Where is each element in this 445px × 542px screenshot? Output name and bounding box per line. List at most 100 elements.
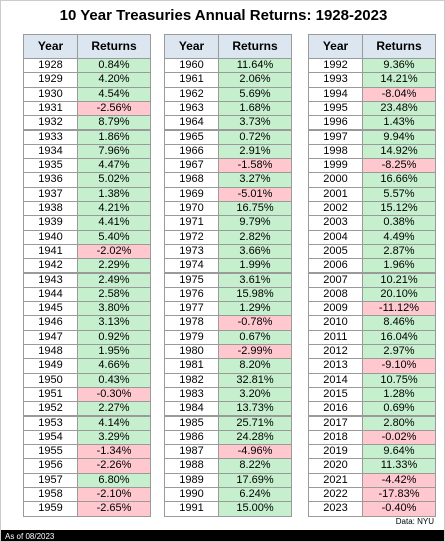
year-cell: 1963 xyxy=(164,100,219,117)
year-cell: 1945 xyxy=(23,301,78,317)
return-cell: 1.99% xyxy=(218,258,292,274)
year-cell: 1966 xyxy=(164,143,219,160)
year-cell: 1929 xyxy=(23,72,78,88)
year-cell: 1947 xyxy=(23,329,78,345)
return-cell: 1.68% xyxy=(218,100,292,117)
return-cell: 3.80% xyxy=(77,301,151,317)
column-header: Year xyxy=(308,34,363,59)
return-cell: -0.02% xyxy=(362,429,436,446)
year-cell: 1928 xyxy=(23,58,78,74)
year-cell: 2009 xyxy=(308,301,363,317)
year-cell: 2018 xyxy=(308,429,363,446)
return-cell: 16.04% xyxy=(362,329,436,345)
return-cell: 2.82% xyxy=(218,229,292,245)
return-cell: 9.64% xyxy=(362,444,436,460)
year-cell: 1958 xyxy=(23,487,78,503)
return-cell: 3.29% xyxy=(77,429,151,446)
year-cell: 2005 xyxy=(308,243,363,260)
return-cell: 4.21% xyxy=(77,201,151,217)
return-cell: 1.86% xyxy=(77,129,151,145)
return-cell: 3.61% xyxy=(218,272,292,288)
return-cell: 0.67% xyxy=(218,329,292,345)
return-cell: 4.41% xyxy=(77,215,151,231)
year-cell: 1942 xyxy=(23,258,78,274)
return-cell: 1.28% xyxy=(362,386,436,403)
title: 10 Year Treasuries Annual Returns: 1928-… xyxy=(59,7,388,24)
year-cell: 1988 xyxy=(164,458,219,474)
year-cell: 1964 xyxy=(164,115,219,131)
year-cell: 1930 xyxy=(23,86,78,102)
column-header: Returns xyxy=(77,34,151,59)
year-cell: 1977 xyxy=(164,301,219,317)
return-cell: -2.65% xyxy=(77,501,151,517)
return-cell: 0.92% xyxy=(77,329,151,345)
return-cell: 23.48% xyxy=(362,100,436,117)
return-cell: 8.20% xyxy=(218,358,292,374)
year-cell: 1946 xyxy=(23,315,78,331)
return-cell: -5.01% xyxy=(218,186,292,202)
year-cell: 1935 xyxy=(23,158,78,174)
year-cell: 1989 xyxy=(164,472,219,488)
return-cell: -1.58% xyxy=(218,158,292,174)
year-cell: 1970 xyxy=(164,201,219,217)
return-cell: 16.66% xyxy=(362,172,436,188)
year-cell: 1978 xyxy=(164,315,219,331)
year-cell: 1934 xyxy=(23,143,78,160)
year-cell: 1955 xyxy=(23,444,78,460)
return-cell: -0.30% xyxy=(77,386,151,403)
return-cell: 1.29% xyxy=(218,301,292,317)
return-cell: 4.66% xyxy=(77,358,151,374)
column-header: Returns xyxy=(362,34,436,59)
return-cell: 10.21% xyxy=(362,272,436,288)
return-cell: -4.96% xyxy=(218,444,292,460)
source-note: Data: NYU xyxy=(395,517,434,526)
column-header: Returns xyxy=(218,34,292,59)
year-cell: 1965 xyxy=(164,129,219,145)
return-cell: -11.12% xyxy=(362,301,436,317)
return-cell: 9.94% xyxy=(362,129,436,145)
year-cell: 1993 xyxy=(308,72,363,88)
year-cell: 1949 xyxy=(23,358,78,374)
return-cell: 1.95% xyxy=(77,344,151,360)
year-cell: 1984 xyxy=(164,401,219,417)
return-cell: 15.12% xyxy=(362,201,436,217)
year-cell: 1974 xyxy=(164,258,219,274)
year-cell: 1940 xyxy=(23,229,78,245)
year-cell: 1967 xyxy=(164,158,219,174)
year-cell: 1936 xyxy=(23,172,78,188)
return-cell: -0.78% xyxy=(218,315,292,331)
year-cell: 2012 xyxy=(308,344,363,360)
year-cell: 1969 xyxy=(164,186,219,202)
return-cell: 15.98% xyxy=(218,286,292,303)
year-cell: 1991 xyxy=(164,501,219,517)
year-cell: 1959 xyxy=(23,501,78,517)
return-cell: 14.21% xyxy=(362,72,436,88)
return-cell: 2.80% xyxy=(362,415,436,431)
year-cell: 1957 xyxy=(23,472,78,488)
year-cell: 1979 xyxy=(164,329,219,345)
year-cell: 1990 xyxy=(164,487,219,503)
return-cell: 3.27% xyxy=(218,172,292,188)
year-cell: 1943 xyxy=(23,272,78,288)
year-cell: 2022 xyxy=(308,487,363,503)
year-cell: 1968 xyxy=(164,172,219,188)
year-cell: 2016 xyxy=(308,401,363,417)
return-cell: 4.14% xyxy=(77,415,151,431)
return-cell: 5.69% xyxy=(218,86,292,102)
return-cell: -2.26% xyxy=(77,458,151,474)
return-cell: 0.84% xyxy=(77,58,151,74)
year-cell: 2008 xyxy=(308,286,363,303)
return-cell: 2.91% xyxy=(218,143,292,160)
return-cell: 5.40% xyxy=(77,229,151,245)
year-cell: 2010 xyxy=(308,315,363,331)
return-cell: -17.83% xyxy=(362,487,436,503)
return-cell: 3.66% xyxy=(218,243,292,260)
year-cell: 1976 xyxy=(164,286,219,303)
year-cell: 2014 xyxy=(308,372,363,388)
year-cell: 1938 xyxy=(23,201,78,217)
year-cell: 1931 xyxy=(23,100,78,117)
year-cell: 1932 xyxy=(23,115,78,131)
return-cell: 6.24% xyxy=(218,487,292,503)
return-cell: 24.28% xyxy=(218,429,292,446)
